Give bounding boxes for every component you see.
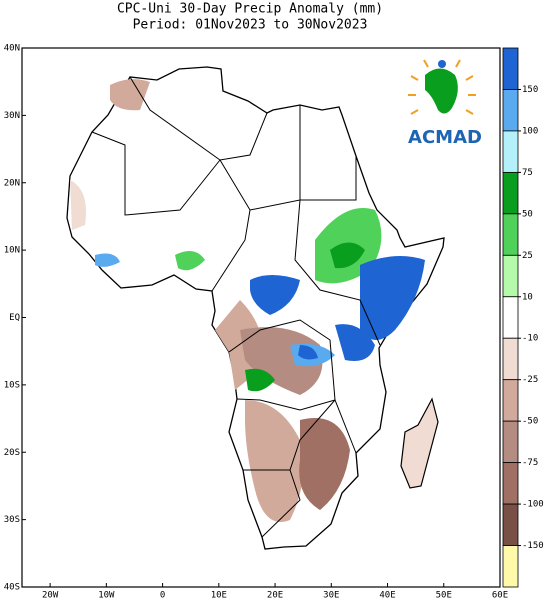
lat-tick-label: 20N xyxy=(4,178,20,188)
logo: ACMAD xyxy=(408,59,482,148)
colorbar-bin xyxy=(502,379,519,422)
lon-tick-label: 30E xyxy=(323,591,339,601)
colorbar-bin xyxy=(502,420,519,464)
lat-tick-label: 20S xyxy=(4,448,20,458)
lat-tick-label: 40S xyxy=(4,583,20,593)
colorbar-label: 25 xyxy=(522,251,533,261)
colorbar-label: -50 xyxy=(522,417,538,427)
lon-tick-label: 40E xyxy=(379,591,395,601)
colorbar: 150 100 75 50 25 10 -10 -25 -50 -75 -100 -150 xyxy=(502,47,544,588)
colorbar-label: 100 xyxy=(522,126,538,136)
lon-tick-label: 0 xyxy=(160,591,165,601)
colorbar-bin xyxy=(502,47,519,90)
logo-rays xyxy=(408,59,476,115)
colorbar-label: 10 xyxy=(522,292,533,302)
country-borders xyxy=(91,76,381,538)
colorbar-bin xyxy=(502,213,519,256)
colorbar-label: -10 xyxy=(522,334,538,344)
colorbar-bin xyxy=(502,254,519,298)
colorbar-bin xyxy=(502,89,519,132)
lat-tick-label: 30N xyxy=(4,111,20,121)
lon-tick-label: 10E xyxy=(211,591,227,601)
lon-tick-label: 20W xyxy=(42,591,59,601)
lon-tick-label: 50E xyxy=(436,591,452,601)
lat-tick-label: 10S xyxy=(4,380,20,390)
colorbar-bin xyxy=(502,545,519,588)
lat-tick-label: 40N xyxy=(4,44,20,54)
colorbar-label: -150 xyxy=(522,541,544,551)
colorbar-label: -25 xyxy=(522,375,538,385)
logo-africa xyxy=(425,68,458,114)
lat-tick-label: 10N xyxy=(4,246,20,256)
lon-tick-label: 20E xyxy=(267,591,283,601)
colorbar-label: -75 xyxy=(522,458,538,468)
colorbar-bin xyxy=(502,337,519,381)
colorbar-bin xyxy=(502,296,519,339)
anomaly-shading xyxy=(70,79,426,522)
map xyxy=(21,47,501,588)
colorbar-label: 150 xyxy=(522,85,538,95)
logo-drop xyxy=(438,60,446,68)
subtitle: Period: 01Nov2023 to 30Nov2023 xyxy=(133,18,368,33)
lat-tick-label: EQ xyxy=(9,313,20,323)
colorbar-bin xyxy=(502,503,519,546)
lon-tick-label: 60E xyxy=(492,591,508,601)
madagascar xyxy=(400,397,439,489)
colorbar-bin xyxy=(502,130,519,173)
colorbar-bin xyxy=(502,171,519,215)
lon-tick-label: 10W xyxy=(98,591,115,601)
lat-tick-label: 30S xyxy=(4,515,20,525)
logo-text: ACMAD xyxy=(408,127,482,148)
colorbar-bin xyxy=(502,462,519,505)
title: CPC-Uni 30-Day Precip Anomaly (mm) xyxy=(117,2,383,17)
colorbar-label: 75 xyxy=(522,168,533,178)
colorbar-label: 50 xyxy=(522,209,533,219)
colorbar-label: -100 xyxy=(522,500,544,510)
axis-ticks: 40N 30N 20N 10N EQ 10S 20S 30S 40S 20W 10W 0 10E 20E 3… xyxy=(4,44,508,601)
